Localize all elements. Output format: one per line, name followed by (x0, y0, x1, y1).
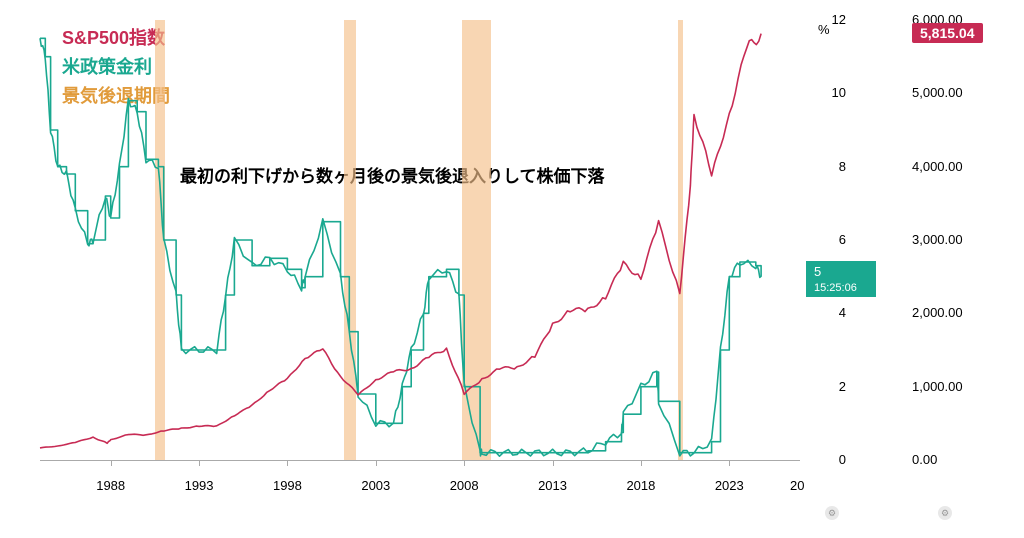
x-tick-mark (111, 460, 112, 466)
x-tick: 2018 (616, 478, 666, 493)
x-tick: 2003 (351, 478, 401, 493)
y-left-tick: 12 (806, 12, 846, 27)
y-left-tick: 4 (806, 305, 846, 320)
y-right-tick: 5,000.00 (912, 85, 992, 100)
price-badge-value: 5,815.04 (920, 25, 975, 41)
x-tick-mark (641, 460, 642, 466)
x-tick-mark (199, 460, 200, 466)
x-tick: 1998 (262, 478, 312, 493)
x-tick-mark (553, 460, 554, 466)
x-tick: 2013 (528, 478, 578, 493)
rate-badge-time: 15:25:06 (814, 282, 857, 294)
settings-icon[interactable]: ⚙ (825, 506, 839, 520)
y-right-tick: 2,000.00 (912, 305, 992, 320)
y-right-tick: 0.00 (912, 452, 992, 467)
x-tick: 2023 (704, 478, 754, 493)
chart-container: % USD S&P500指数 米政策金利 景気後退期間 最初の利下げから数ヶ月後… (0, 0, 1024, 538)
x-axis-line (40, 460, 800, 461)
settings-icon[interactable]: ⚙ (938, 506, 952, 520)
y-left-tick: 2 (806, 379, 846, 394)
y-right-tick: 4,000.00 (912, 159, 992, 174)
x-tick-mark (376, 460, 377, 466)
rate-badge: 5 15:25:06 (806, 261, 876, 297)
x-tick-mark (287, 460, 288, 466)
x-tick: 2008 (439, 478, 489, 493)
y-right-tick: 1,000.00 (912, 379, 992, 394)
y-left-tick: 6 (806, 232, 846, 247)
y-right-tick: 3,000.00 (912, 232, 992, 247)
y-left-tick: 10 (806, 85, 846, 100)
x-tick-mark (464, 460, 465, 466)
price-badge: 5,815.04 (912, 23, 983, 43)
x-tick-trailing: 20 (790, 478, 840, 493)
x-tick-mark (729, 460, 730, 466)
x-tick: 1993 (174, 478, 224, 493)
x-tick: 1988 (86, 478, 136, 493)
y-left-tick: 8 (806, 159, 846, 174)
y-left-tick: 0 (806, 452, 846, 467)
rate-badge-value: 5 (814, 264, 821, 279)
